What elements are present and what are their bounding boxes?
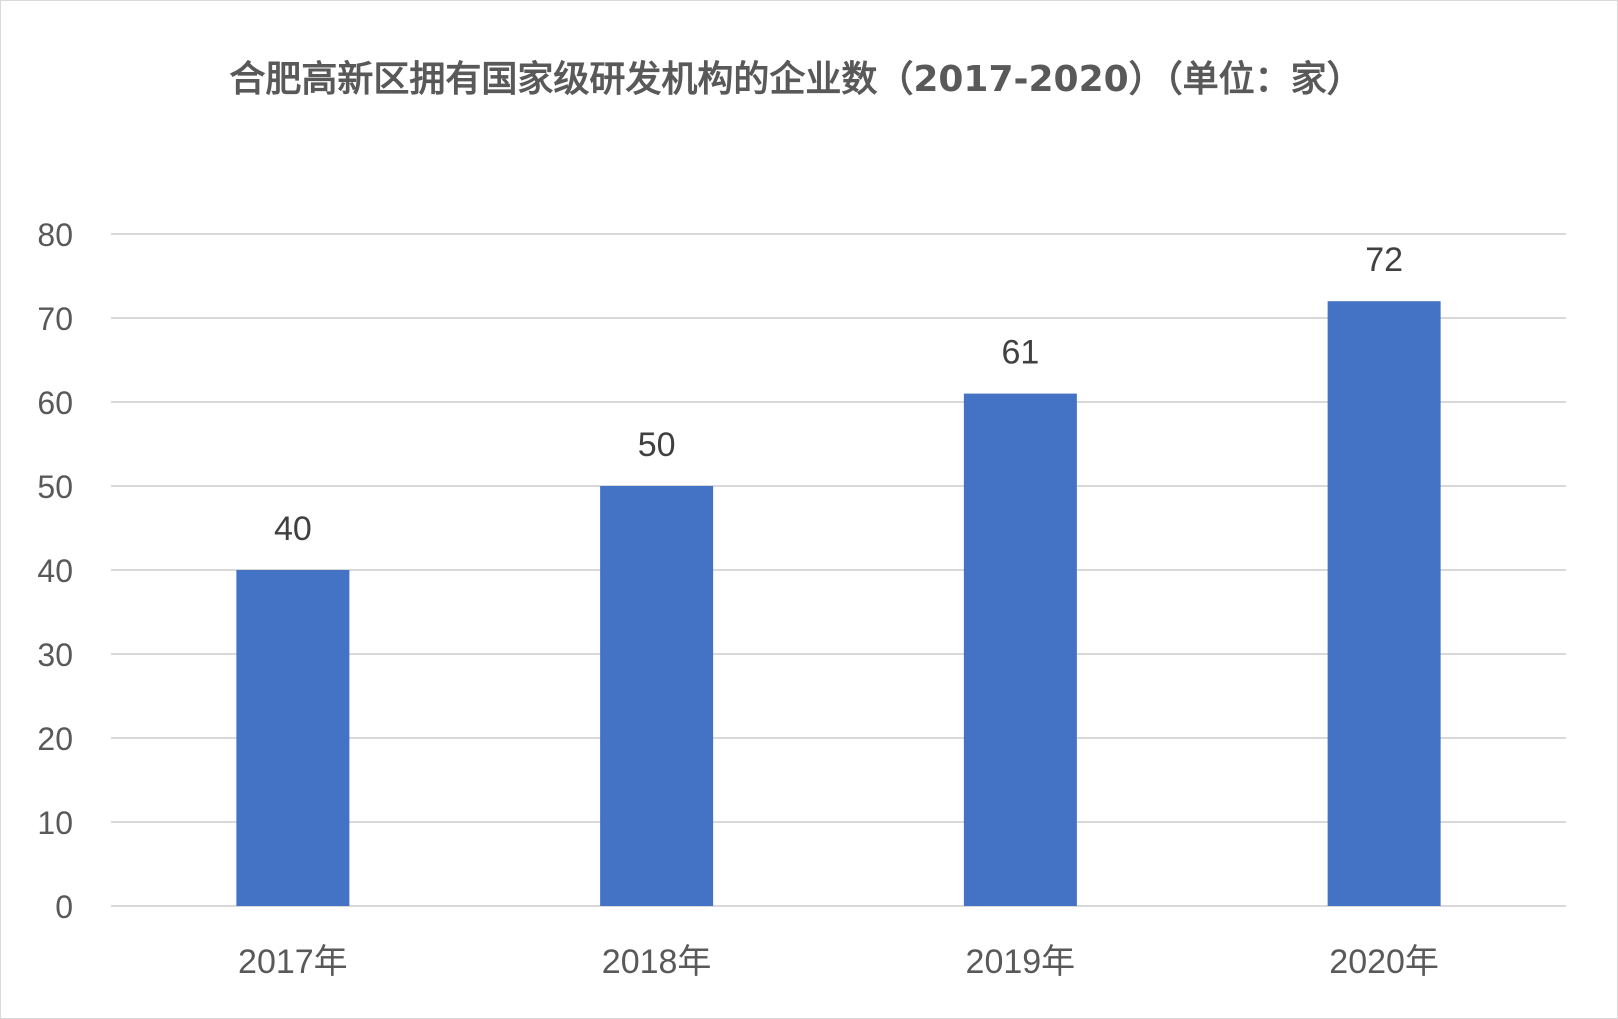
x-category-label: 2020年 [1329, 943, 1439, 981]
bars [236, 301, 1441, 907]
y-tick-label: 40 [37, 553, 73, 589]
y-tick-label: 0 [55, 889, 73, 925]
data-label: 61 [1001, 334, 1039, 372]
bar [600, 486, 714, 906]
y-axis-ticks: 0 10 20 30 40 50 60 70 80 [37, 217, 73, 925]
bar [1327, 301, 1441, 906]
x-category-label: 2018年 [602, 943, 712, 981]
y-tick-label: 30 [37, 637, 73, 673]
x-category-label: 2019年 [966, 943, 1076, 981]
y-tick-label: 10 [37, 805, 73, 841]
data-labels: 40 50 61 72 [274, 241, 1403, 548]
chart-title: 合肥高新区拥有国家级研发机构的企业数（2017-2020）（单位：家） [229, 59, 1363, 100]
y-tick-label: 50 [37, 469, 73, 505]
x-axis-categories: 2017年 2018年 2019年 2020年 [238, 943, 1439, 981]
data-label: 40 [274, 510, 312, 548]
y-tick-label: 20 [37, 721, 73, 757]
y-tick-label: 80 [37, 217, 73, 253]
y-tick-label: 60 [37, 385, 73, 421]
data-label: 72 [1365, 241, 1403, 279]
data-label: 50 [638, 426, 676, 464]
bar [963, 393, 1077, 907]
gridlines [111, 233, 1566, 907]
bar [236, 570, 350, 906]
x-category-label: 2017年 [238, 943, 348, 981]
y-tick-label: 70 [37, 301, 73, 337]
